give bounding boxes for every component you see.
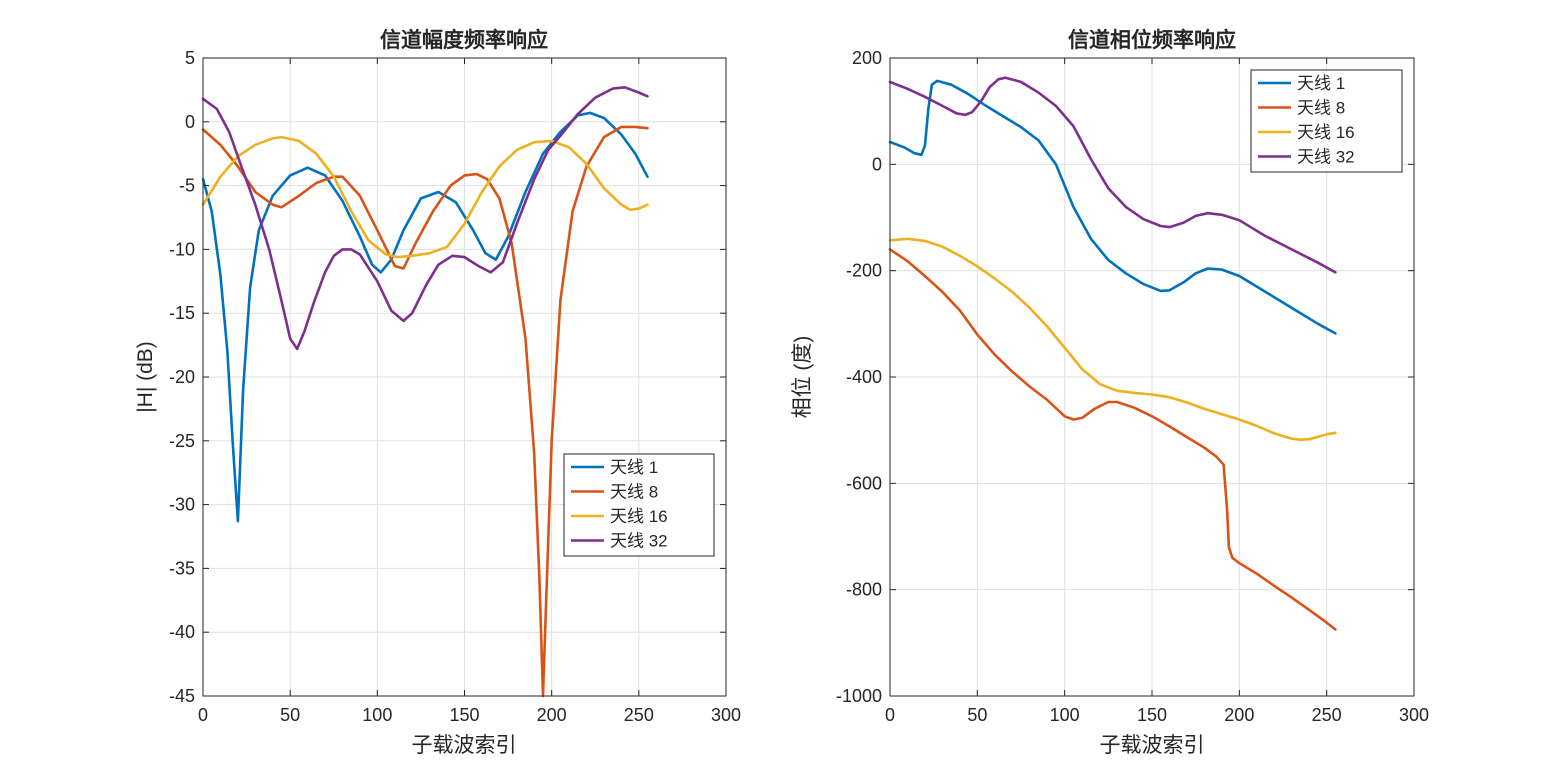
y-tick-label: -25 [169, 431, 195, 451]
series-line [888, 76, 1337, 274]
y-axis-label: 相位 (度) [791, 336, 814, 419]
y-tick-label: 5 [185, 48, 195, 68]
series-line [888, 248, 1337, 631]
x-axis-label: 子载波索引 [1100, 734, 1205, 757]
x-tick-label: 0 [885, 705, 895, 725]
chart-title: 信道相位频率响应 [1068, 28, 1236, 52]
legend: 天线 1 天线 8 天线 16 天线 32 [563, 453, 715, 557]
ticks: 0 50 100 150 200 250 30050-5-10-15-20-25-30-35… [169, 48, 741, 725]
legend-entry: 天线 1 [1297, 74, 1345, 93]
y-tick-label: -35 [169, 558, 195, 578]
series-line [201, 125, 649, 698]
chart-title: 信道幅度频率响应 [380, 28, 548, 52]
legend-entry: 天线 8 [1297, 99, 1345, 118]
x-tick-label: 50 [967, 705, 987, 725]
series-lines [888, 76, 1337, 631]
y-tick-label: -20 [169, 367, 195, 387]
y-tick-label: -45 [169, 686, 195, 706]
y-tick-label: -15 [169, 303, 195, 323]
legend-box [563, 453, 715, 557]
phase-chart: 0 50 100 150 200 250 300 200 0 -200 -400 -600 -800 -1… [791, 28, 1429, 757]
x-tick-label: 250 [1312, 705, 1342, 725]
x-tick-label: 0 [198, 705, 208, 725]
x-axis-label: 子载波索引 [412, 734, 517, 757]
x-tick-label: 200 [1224, 705, 1254, 725]
legend-entry: 天线 16 [1297, 123, 1355, 142]
legend-entry: 天线 8 [610, 483, 658, 502]
series-line [201, 86, 649, 351]
y-tick-label: -30 [169, 495, 195, 515]
x-tick-label: 150 [1137, 705, 1167, 725]
legend-entry: 天线 32 [610, 532, 668, 551]
series-lines [201, 86, 649, 698]
legend-entry: 天线 16 [610, 507, 668, 526]
x-tick-label: 150 [449, 705, 479, 725]
y-tick-label: -800 [846, 580, 882, 600]
x-tick-label: 100 [362, 705, 392, 725]
legend-entry: 天线 32 [1297, 148, 1355, 167]
x-tick-label: 100 [1050, 705, 1080, 725]
y-tick-label: -40 [169, 622, 195, 642]
y-tick-label: 0 [872, 154, 882, 174]
y-tick-label: 0 [185, 112, 195, 132]
y-tick-label: -1000 [836, 686, 882, 706]
legend: 天线 1 天线 8 天线 16 天线 32 [1250, 69, 1403, 173]
y-tick-label: 200 [852, 48, 882, 68]
x-tick-label: 200 [537, 705, 567, 725]
ticks: 0 50 100 150 200 250 300 200 0 -200 -400 -600 -800 -1… [836, 48, 1429, 725]
series-line [201, 135, 649, 259]
y-tick-label: -400 [846, 367, 882, 387]
x-tick-label: 250 [624, 705, 654, 725]
y-tick-label: -10 [169, 239, 195, 259]
x-tick-label: 300 [1399, 705, 1429, 725]
y-tick-label: -600 [846, 473, 882, 493]
series-line [888, 79, 1337, 335]
x-tick-label: 50 [280, 705, 300, 725]
amplitude-chart: 0 50 100 150 200 250 30050-5-10-15-20-25-30-35… [134, 28, 741, 757]
x-tick-label: 300 [711, 705, 741, 725]
legend-entry: 天线 1 [610, 458, 658, 477]
series-line [888, 237, 1337, 442]
y-tick-label: -200 [846, 261, 882, 281]
y-axis-label: |H| (dB) [134, 341, 157, 413]
legend-box [1250, 69, 1403, 173]
y-tick-label: -5 [179, 176, 195, 196]
